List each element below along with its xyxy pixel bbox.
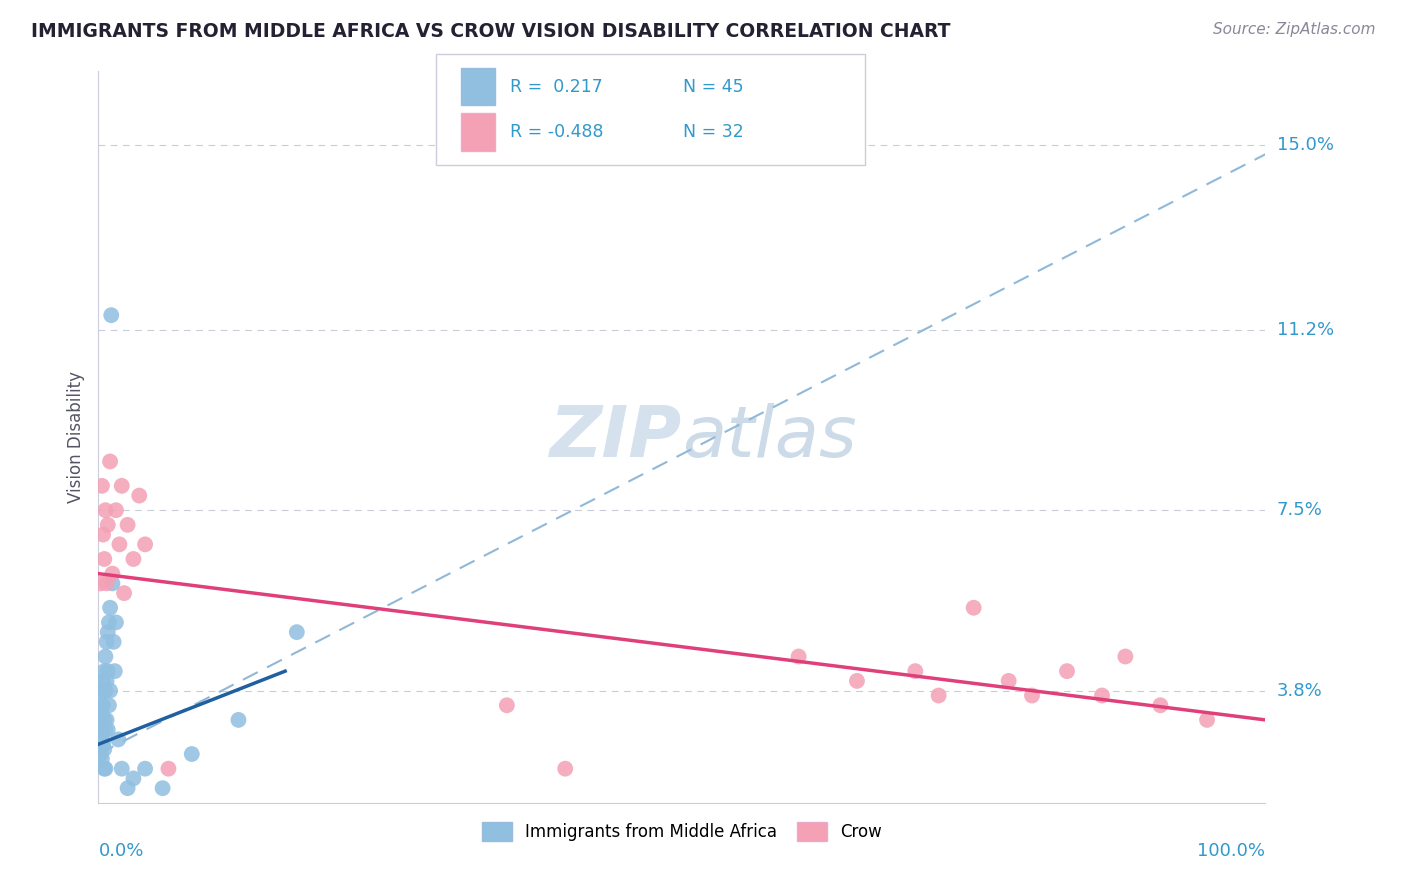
Point <box>1114 649 1136 664</box>
Point <box>122 552 145 566</box>
Point <box>101 576 124 591</box>
Point <box>157 762 180 776</box>
Point <box>108 537 131 551</box>
Point <box>90 576 112 591</box>
Text: IMMIGRANTS FROM MIDDLE AFRICA VS CROW VISION DISABILITY CORRELATION CHART: IMMIGRANTS FROM MIDDLE AFRICA VS CROW VI… <box>31 22 950 41</box>
Point <box>1149 698 1171 713</box>
Point <box>103 635 125 649</box>
Point <box>90 747 112 761</box>
Text: atlas: atlas <box>682 402 856 472</box>
Text: N = 32: N = 32 <box>683 123 744 141</box>
Point <box>93 742 115 756</box>
Point <box>111 762 134 776</box>
Point <box>846 673 869 688</box>
Point <box>101 566 124 581</box>
Point <box>96 673 118 688</box>
Point <box>1091 689 1114 703</box>
Point <box>496 698 519 713</box>
Point <box>1195 713 1218 727</box>
Point <box>134 762 156 776</box>
Point <box>90 752 112 766</box>
Text: ZIP: ZIP <box>550 402 682 472</box>
Point <box>128 489 150 503</box>
Point <box>134 537 156 551</box>
Point <box>962 600 984 615</box>
Point <box>97 723 120 737</box>
Point <box>97 517 120 532</box>
Point <box>285 625 308 640</box>
Point <box>96 713 118 727</box>
Text: 15.0%: 15.0% <box>1277 136 1333 153</box>
Text: 7.5%: 7.5% <box>1277 501 1323 519</box>
Point <box>554 762 576 776</box>
Text: 0.0%: 0.0% <box>98 842 143 860</box>
Point <box>1056 664 1078 678</box>
Point <box>997 673 1019 688</box>
Point <box>98 683 121 698</box>
Point <box>122 772 145 786</box>
Point <box>90 708 112 723</box>
Point <box>104 503 127 517</box>
Point <box>89 732 111 747</box>
Point <box>94 649 117 664</box>
Point <box>91 698 114 713</box>
Legend: Immigrants from Middle Africa, Crow: Immigrants from Middle Africa, Crow <box>474 814 890 849</box>
Point <box>98 454 121 468</box>
Point <box>228 713 250 727</box>
Point <box>111 479 134 493</box>
Point <box>152 781 174 796</box>
Point <box>180 747 202 761</box>
Point <box>97 615 120 630</box>
Point <box>97 625 120 640</box>
Text: 11.2%: 11.2% <box>1277 321 1334 339</box>
Text: N = 45: N = 45 <box>683 78 744 95</box>
Point <box>787 649 810 664</box>
Point <box>90 698 112 713</box>
Point <box>93 713 115 727</box>
Point <box>93 552 115 566</box>
Point <box>90 723 112 737</box>
Point <box>112 586 135 600</box>
Point <box>107 732 129 747</box>
Point <box>91 527 114 541</box>
Point <box>89 713 111 727</box>
Point <box>91 737 114 751</box>
Point <box>96 635 118 649</box>
Point <box>94 762 117 776</box>
Point <box>93 683 115 698</box>
Point <box>90 479 112 493</box>
Point <box>904 664 927 678</box>
Point <box>104 615 127 630</box>
Point <box>928 689 950 703</box>
Point <box>91 673 114 688</box>
Point <box>1021 689 1043 703</box>
Text: R = -0.488: R = -0.488 <box>510 123 605 141</box>
Point <box>117 781 139 796</box>
Point <box>97 698 120 713</box>
Point <box>97 664 120 678</box>
Y-axis label: Vision Disability: Vision Disability <box>66 371 84 503</box>
Text: R =  0.217: R = 0.217 <box>510 78 603 95</box>
Point <box>96 576 118 591</box>
Text: 100.0%: 100.0% <box>1198 842 1265 860</box>
Text: 3.8%: 3.8% <box>1277 681 1322 699</box>
Point <box>94 683 117 698</box>
Point <box>94 503 117 517</box>
Point <box>94 723 117 737</box>
Point <box>90 683 112 698</box>
Point <box>98 600 121 615</box>
Point <box>100 308 122 322</box>
Point <box>93 664 115 678</box>
Text: Source: ZipAtlas.com: Source: ZipAtlas.com <box>1212 22 1375 37</box>
Point <box>93 762 115 776</box>
Point <box>90 732 112 747</box>
Point <box>104 664 127 678</box>
Point <box>117 517 139 532</box>
